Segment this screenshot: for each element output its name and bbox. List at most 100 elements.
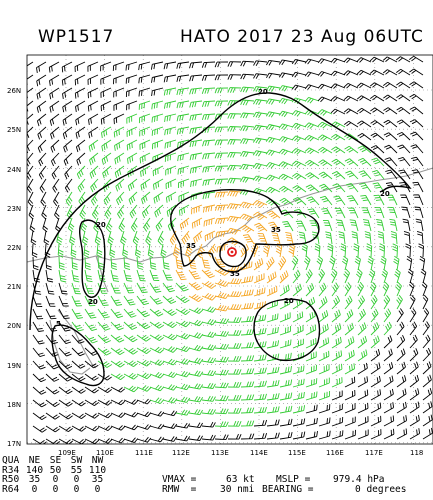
wind-barb bbox=[123, 308, 137, 318]
wind-barb bbox=[304, 84, 320, 90]
quadrant-table: QUA NE SE SW NW R34 140 50 55 110 R50 35 0 0 35 R64 0… bbox=[0, 447, 433, 500]
wind-barb bbox=[409, 361, 419, 375]
wind-barb bbox=[403, 230, 411, 245]
wind-barb bbox=[331, 390, 343, 401]
wind-barb bbox=[292, 418, 306, 427]
wind-barb bbox=[91, 191, 99, 206]
wind-barb bbox=[227, 317, 242, 323]
wind-barb bbox=[188, 435, 203, 441]
wind-barb bbox=[331, 416, 344, 427]
wind-barb bbox=[214, 87, 229, 94]
wind-barb bbox=[176, 100, 190, 109]
wind-barb bbox=[421, 281, 428, 297]
wind-barb bbox=[82, 230, 89, 246]
wind-barb bbox=[136, 424, 152, 430]
wind-barb bbox=[239, 176, 255, 183]
lat-label: 22N bbox=[7, 244, 21, 252]
wind-barb bbox=[253, 393, 267, 401]
wind-barb bbox=[419, 256, 426, 271]
wind-barb bbox=[364, 231, 372, 245]
wind-barb bbox=[76, 152, 86, 166]
wind-barb bbox=[201, 61, 216, 68]
wind-barb bbox=[240, 261, 253, 271]
wind-barb bbox=[252, 175, 268, 182]
wind-barb bbox=[318, 323, 329, 336]
wind-barb bbox=[145, 230, 152, 246]
wind-barb bbox=[110, 412, 126, 418]
wind-barb bbox=[331, 295, 341, 310]
wind-barb bbox=[382, 56, 398, 63]
wind-barb bbox=[305, 172, 320, 180]
wind-barb bbox=[381, 268, 388, 284]
wind-barb bbox=[227, 74, 242, 80]
plot-frame bbox=[26, 54, 433, 445]
wind-barb bbox=[87, 100, 99, 112]
wind-barb bbox=[409, 294, 416, 310]
wind-barb bbox=[240, 86, 255, 93]
wind-barb bbox=[175, 435, 191, 442]
wind-barb bbox=[321, 207, 333, 219]
wind-barb bbox=[412, 181, 424, 193]
wind-barb bbox=[383, 362, 394, 375]
wind-barb bbox=[240, 151, 255, 158]
wind-barb bbox=[169, 230, 178, 245]
wind-barb bbox=[151, 100, 164, 110]
mslp-label: MSLP = bbox=[276, 474, 311, 486]
wind-barb bbox=[305, 159, 320, 167]
wind-barb bbox=[279, 379, 293, 388]
wind-barb bbox=[318, 171, 333, 180]
wind-barb bbox=[89, 165, 99, 179]
wind-barb bbox=[395, 281, 402, 297]
wind-barb bbox=[201, 382, 216, 389]
wind-barb bbox=[136, 334, 151, 342]
lon-label: 115E bbox=[288, 449, 306, 457]
wind-barb bbox=[123, 295, 136, 306]
wind-barb bbox=[386, 194, 398, 206]
wind-barb bbox=[344, 309, 354, 323]
wind-barb bbox=[49, 113, 60, 126]
wind-barb bbox=[370, 295, 378, 310]
contour-label: 20 bbox=[284, 297, 294, 305]
contour-label: 20 bbox=[380, 190, 390, 198]
wind-barb bbox=[227, 190, 242, 197]
wind-barb bbox=[278, 136, 294, 143]
wind-barb bbox=[266, 198, 281, 206]
wind-barb bbox=[175, 269, 187, 281]
wind-barb bbox=[370, 335, 380, 349]
storm-center bbox=[227, 247, 237, 257]
wind-barb bbox=[41, 204, 47, 220]
wind-barb bbox=[64, 165, 73, 180]
wind-barb bbox=[409, 93, 424, 102]
lon-label: 109E bbox=[58, 449, 76, 457]
wind-barb bbox=[214, 256, 226, 268]
wind-barb bbox=[42, 217, 49, 233]
wind-barb bbox=[48, 61, 60, 73]
wind-barb bbox=[227, 381, 242, 388]
wind-barb bbox=[112, 61, 125, 71]
wind-barb bbox=[227, 151, 242, 158]
wind-barb bbox=[201, 74, 216, 81]
contour-20-south bbox=[51, 324, 105, 387]
wind-barb bbox=[71, 347, 85, 357]
wind-barb bbox=[279, 325, 292, 336]
wind-barb bbox=[359, 182, 372, 193]
wind-barb bbox=[202, 178, 216, 186]
wind-barb bbox=[396, 321, 405, 336]
wind-barb bbox=[126, 139, 138, 151]
wind-barb bbox=[203, 217, 216, 227]
wind-barb bbox=[32, 373, 46, 383]
wind-barb bbox=[405, 243, 411, 258]
wind-barb bbox=[27, 113, 34, 125]
wind-barb bbox=[155, 217, 164, 232]
wind-barb bbox=[240, 433, 255, 440]
wind-barb bbox=[357, 107, 372, 115]
wind-barb bbox=[110, 295, 123, 306]
wind-barb bbox=[84, 308, 97, 319]
wind-barb bbox=[136, 282, 148, 294]
wind-barb bbox=[125, 61, 138, 71]
lon-label: 116E bbox=[326, 449, 344, 457]
wind-barb bbox=[163, 61, 177, 70]
wind-barb bbox=[416, 230, 424, 245]
wind-barb bbox=[178, 204, 190, 216]
wind-barb bbox=[164, 126, 177, 136]
